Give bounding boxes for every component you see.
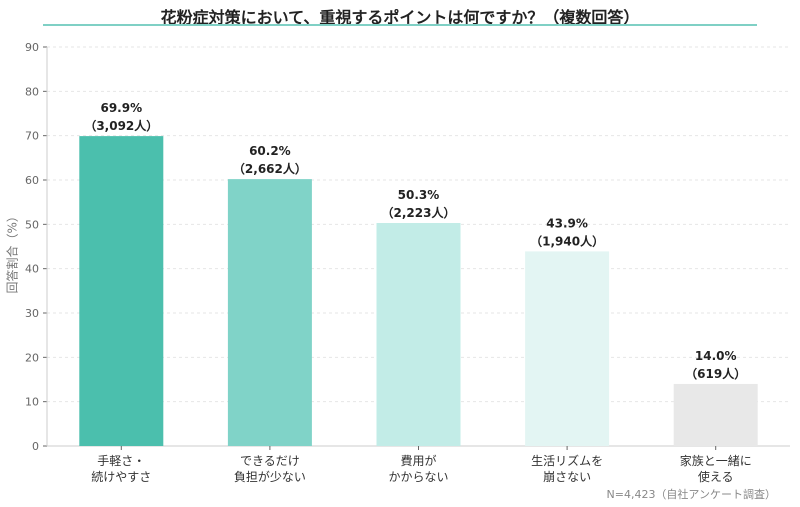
- data-label: 50.3%: [398, 188, 440, 202]
- y-tick-label: 90: [25, 41, 39, 54]
- y-tick-label: 80: [25, 85, 39, 98]
- y-tick-label: 60: [25, 174, 39, 187]
- data-label: （3,092人）: [84, 118, 158, 133]
- y-tick-label: 20: [25, 351, 39, 364]
- x-tick-label: 費用が: [400, 453, 436, 468]
- bar: [227, 179, 312, 446]
- y-tick-label: 50: [25, 218, 39, 231]
- x-tick-label: 使える: [698, 469, 734, 484]
- y-tick-label: 10: [25, 396, 39, 409]
- title-underline: [43, 24, 757, 26]
- chart-title: 花粉症対策において、重視するポイントは何ですか？（複数回答）: [160, 8, 640, 27]
- data-label: （2,223人）: [382, 205, 456, 220]
- data-label: 43.9%: [546, 216, 588, 230]
- x-tick-label: 手軽さ・: [97, 454, 145, 468]
- data-label: 60.2%: [249, 144, 291, 158]
- x-tick-label: 家族と一緒に: [680, 453, 752, 468]
- x-tick-label: かからない: [388, 470, 448, 484]
- data-label: 14.0%: [695, 349, 737, 363]
- data-label: （619人）: [685, 366, 746, 381]
- sample-note: N=4,423（自社アンケート調査）: [606, 488, 777, 501]
- x-tick-label: 続けやすさ: [91, 470, 151, 484]
- y-tick-label: 0: [32, 440, 39, 453]
- y-tick-label: 30: [25, 307, 39, 320]
- x-tick-label: できるだけ: [240, 454, 300, 468]
- x-tick-label: 生活リズムを: [531, 453, 603, 468]
- data-label: 69.9%: [100, 101, 142, 115]
- y-tick-label: 40: [25, 263, 39, 276]
- bar: [673, 383, 758, 446]
- bar: [525, 251, 610, 446]
- bar: [376, 223, 461, 446]
- data-label: （2,662人）: [233, 161, 307, 176]
- data-label: （1,940人）: [530, 233, 604, 248]
- y-tick-label: 70: [25, 130, 39, 143]
- x-tick-label: 負担が少ない: [234, 469, 306, 484]
- bar: [79, 136, 164, 447]
- x-tick-label: 崩さない: [543, 470, 591, 484]
